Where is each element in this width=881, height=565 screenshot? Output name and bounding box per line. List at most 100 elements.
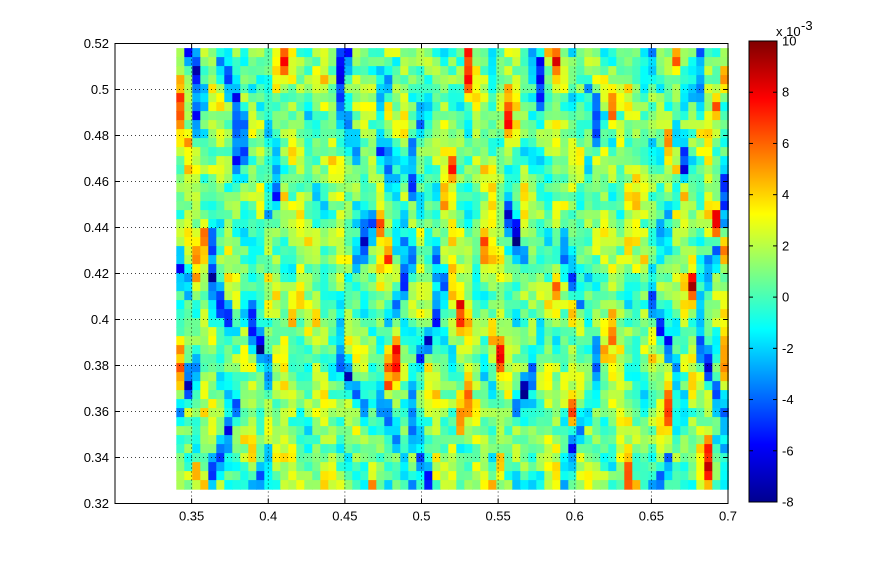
heatmap-cell [472,93,481,103]
heatmap-cell [624,399,633,409]
heatmap-cell [688,174,697,184]
heatmap-cell [488,156,497,166]
heatmap-cell [512,480,521,490]
heatmap-cell [584,345,593,355]
x-tick-label: 0.65 [639,509,664,524]
heatmap-cell [720,282,729,292]
heatmap-cell [280,201,289,211]
heatmap-cell [200,84,209,94]
heatmap-cell [568,183,577,193]
heatmap-cell [232,318,241,328]
heatmap-cell [504,363,513,373]
heatmap-cell [304,237,313,247]
heatmap-cell [216,426,225,436]
heatmap-cell [184,444,193,454]
heatmap-cell [504,327,513,337]
heatmap-cell [248,57,257,67]
heatmap-cell [680,156,689,166]
heatmap-cell [592,327,601,337]
heatmap-cell [656,84,665,94]
heatmap-cell [712,273,721,283]
heatmap-cell [432,309,441,319]
heatmap-cell [416,219,425,229]
heatmap-cell [344,273,353,283]
heatmap-cell [600,435,609,445]
heatmap-cell [272,390,281,400]
heatmap-cell [376,75,385,85]
heatmap-cell [192,264,201,274]
heatmap-cell [272,165,281,175]
heatmap-cell [672,327,681,337]
heatmap-cell [480,93,489,103]
heatmap-cell [600,363,609,373]
heatmap-cell [344,390,353,400]
heatmap-cell [304,120,313,130]
heatmap-cell [256,363,265,373]
heatmap-cell [464,282,473,292]
heatmap-cell [472,264,481,274]
heatmap-cell [376,120,385,130]
heatmap-cell [320,120,329,130]
heatmap-cell [352,309,361,319]
heatmap-cell [368,318,377,328]
heatmap-cell [192,66,201,76]
heatmap-cell [712,210,721,220]
heatmap-cell [672,165,681,175]
heatmap-cell [688,381,697,391]
heatmap-cell [528,255,537,265]
heatmap-cell [176,471,185,481]
heatmap-cell [416,345,425,355]
heatmap-cell [320,156,329,166]
heatmap-cell [712,417,721,427]
heatmap-cell [456,399,465,409]
heatmap-cell [384,102,393,112]
heatmap-cell [432,444,441,454]
heatmap-cell [456,327,465,337]
heatmap-cell [192,354,201,364]
heatmap-cell [600,318,609,328]
heatmap-cell [248,354,257,364]
heatmap-cell [696,453,705,463]
heatmap-cell [464,237,473,247]
heatmap-cell [560,462,569,472]
heatmap-cell [296,462,305,472]
heatmap-cell [312,228,321,238]
heatmap-cell [440,66,449,76]
heatmap-cell [232,354,241,364]
heatmap-cell [456,120,465,130]
heatmap-cell [216,174,225,184]
heatmap-cell [712,156,721,166]
heatmap-cell [408,48,417,58]
heatmap-cell [304,246,313,256]
heatmap-cell [608,345,617,355]
heatmap-cell [552,282,561,292]
heatmap-cell [664,75,673,85]
heatmap-cell [584,372,593,382]
heatmap-cell [672,435,681,445]
heatmap-cell [464,309,473,319]
heatmap-cell [664,453,673,463]
heatmap-cell [592,192,601,202]
heatmap-cell [408,165,417,175]
heatmap-cell [216,345,225,355]
heatmap-cell [416,156,425,166]
heatmap-cell [616,300,625,310]
heatmap-cell [600,417,609,427]
heatmap-cell [472,138,481,148]
heatmap-cell [336,417,345,427]
heatmap-cell [568,48,577,58]
heatmap-cell [368,471,377,481]
heatmap-cell [248,147,257,157]
heatmap-cell [584,273,593,283]
heatmap-cell [424,219,433,229]
heatmap-cell [448,210,457,220]
heatmap-cell [648,408,657,418]
heatmap-cell [200,201,209,211]
heatmap-cell [416,471,425,481]
heatmap-cell [400,291,409,301]
heatmap-cell [288,471,297,481]
heatmap-cell [648,480,657,490]
heatmap-cell [480,318,489,328]
heatmap-cell [576,444,585,454]
heatmap-cell [304,372,313,382]
